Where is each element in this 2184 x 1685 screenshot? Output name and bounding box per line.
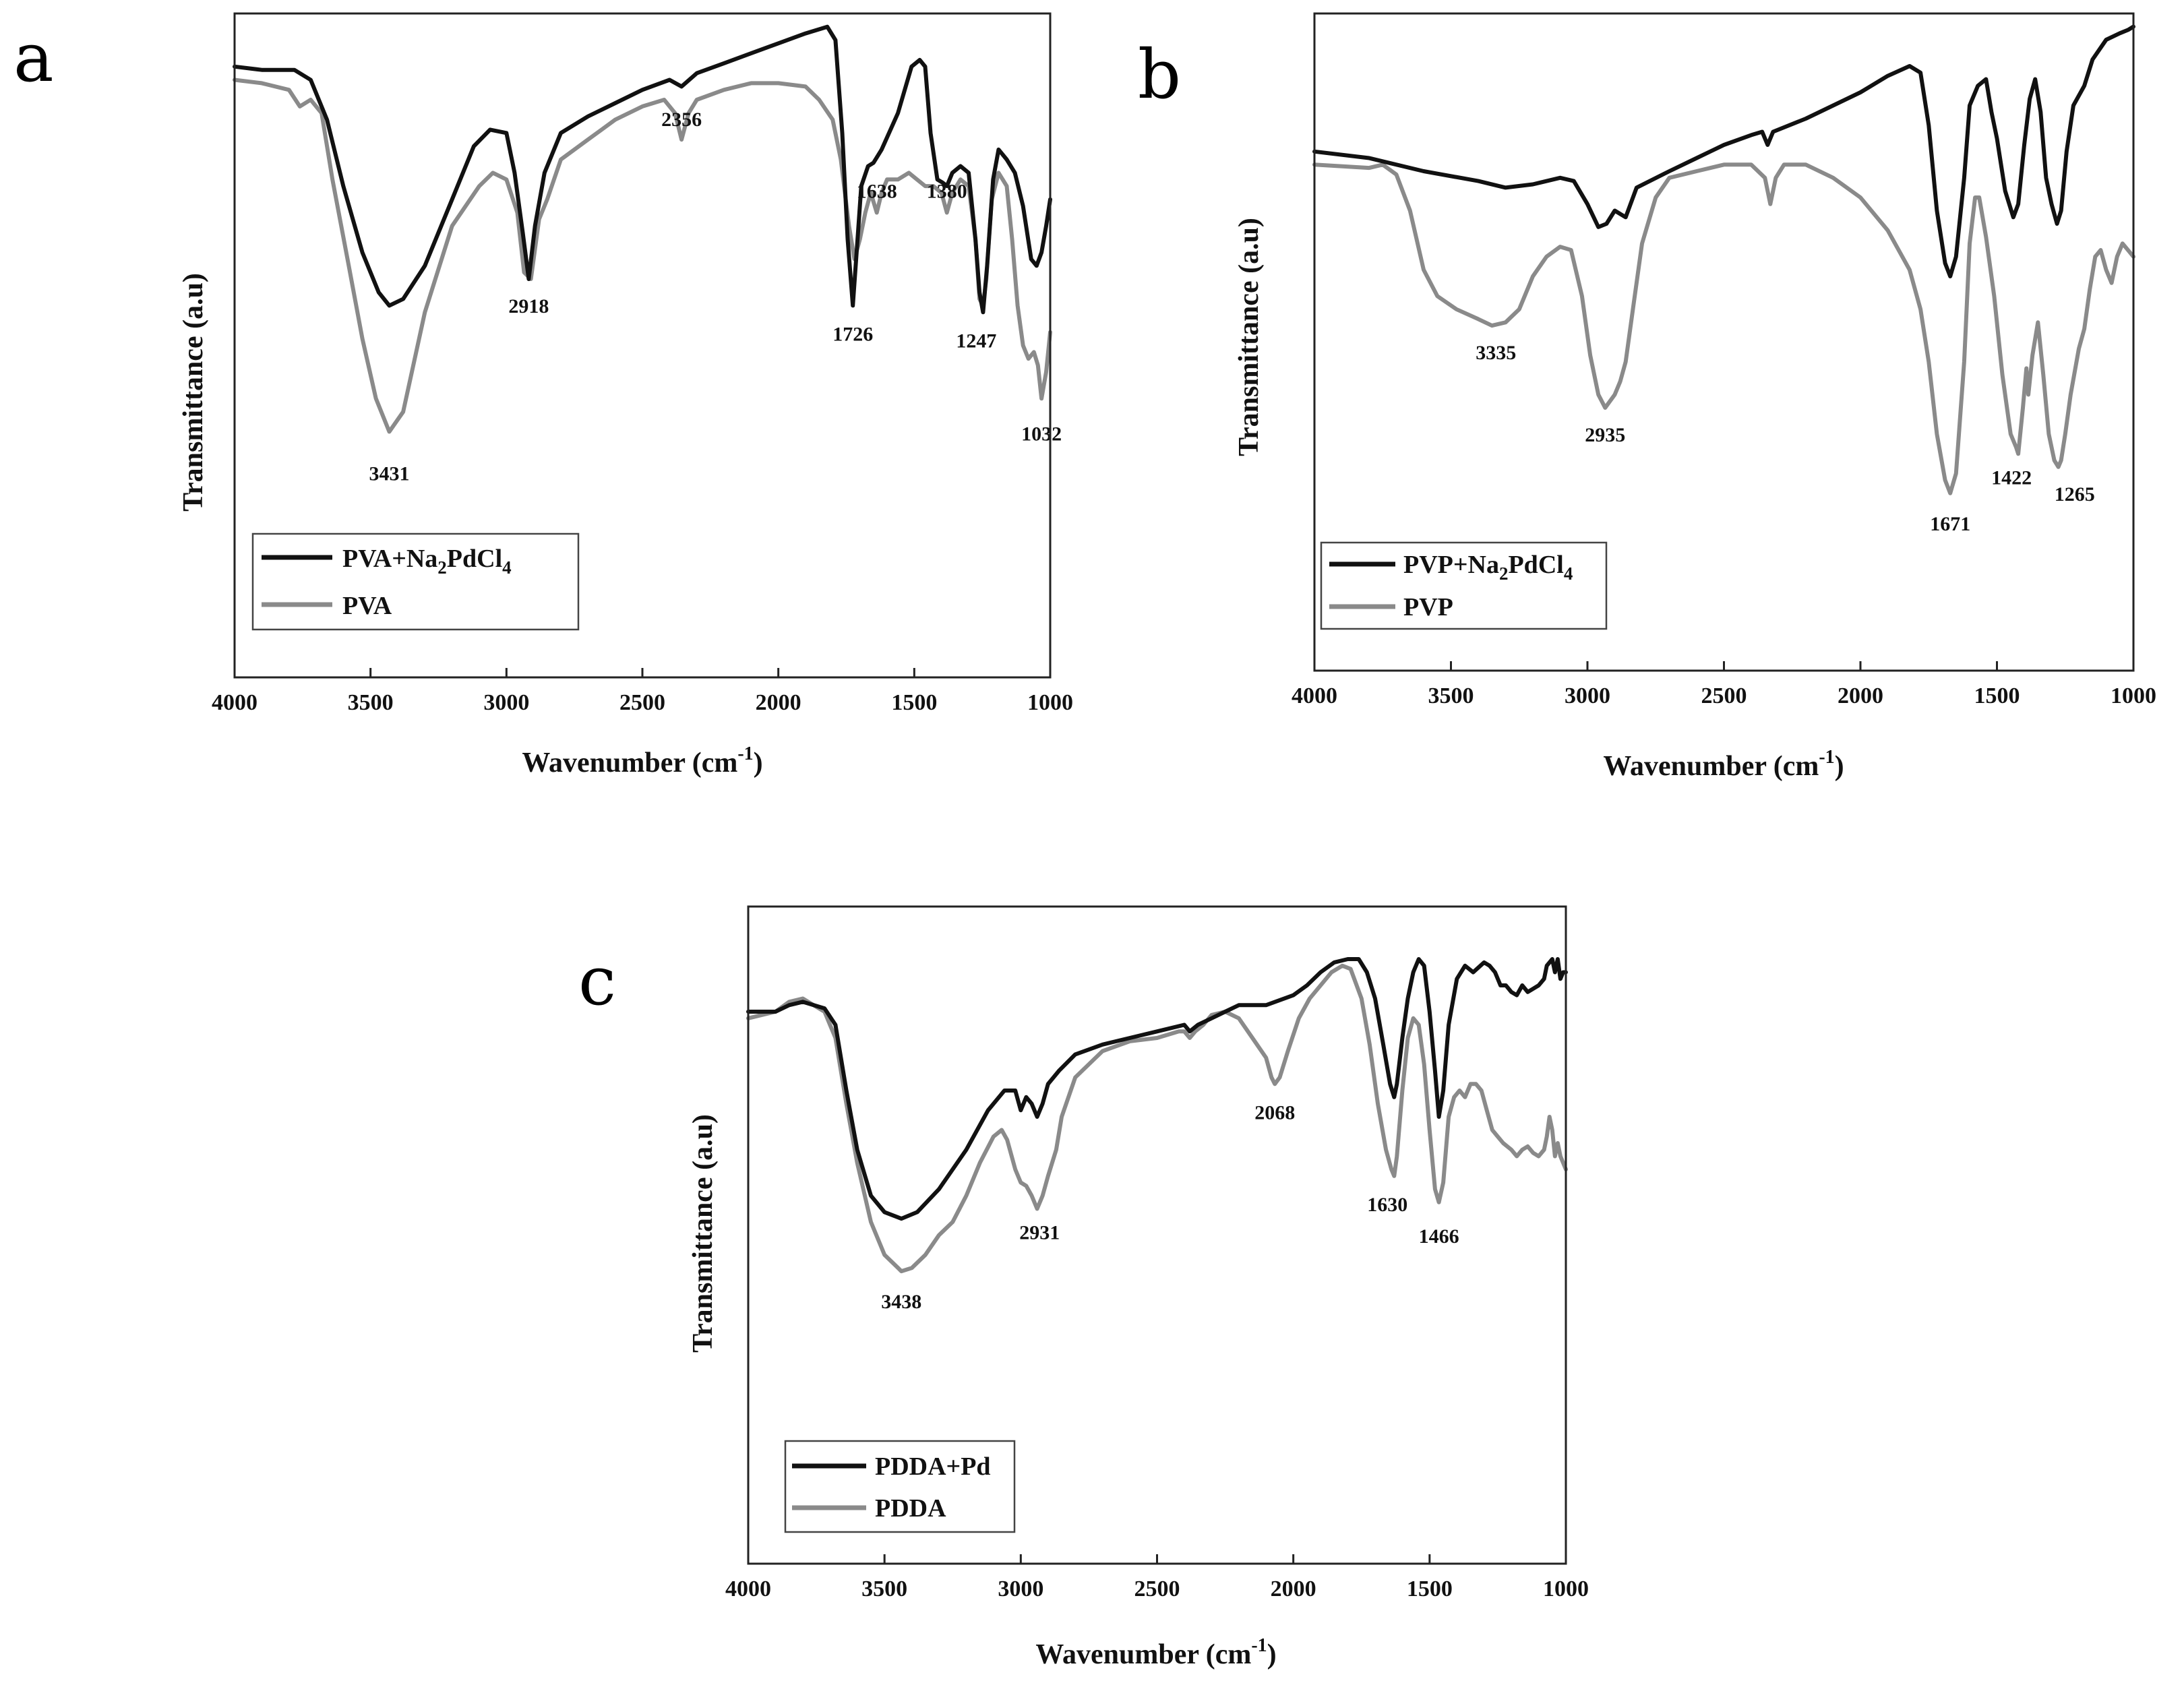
- x-tick-label-2500: 2500: [619, 690, 665, 715]
- peak-label-1380: 1380: [927, 181, 967, 203]
- x-tick-label-1500: 1500: [1974, 683, 2020, 708]
- panel-c: c 3438 2931 2068 1630 1466 4000 3500 3000 2500 2…: [578, 905, 1589, 1670]
- peak-label-1466: 1466: [1419, 1225, 1459, 1248]
- x-tick-label-3500: 3500: [1428, 683, 1474, 708]
- series-line-pdda: [746, 963, 1568, 1274]
- panel-a: a 3431 2918 2356 1726 1638 1380 1247 1032 4000 3…: [13, 12, 1073, 778]
- x-tick-label-1000: 1000: [2111, 683, 2156, 708]
- x-tick-label-1500: 1500: [1407, 1576, 1453, 1601]
- peak-label-1638: 1638: [857, 181, 897, 203]
- panel-letter-b: b: [1138, 35, 1181, 114]
- peak-label-1671: 1671: [1930, 513, 1970, 535]
- legend-label-pva: PVA: [342, 592, 392, 620]
- panel-b: b 3335 2935 1671 1422 1265 4000 3500 3000 2500 2…: [1138, 12, 2156, 782]
- x-tick-label-3000: 3000: [998, 1576, 1043, 1601]
- peak-label-2931: 2931: [1019, 1222, 1060, 1244]
- x-axis-ticks-b: 4000 3500 3000 2500 2000 1500 1000: [1292, 661, 2156, 708]
- legend-a: PVA+Na2PdCl4 PVA: [251, 532, 580, 631]
- x-tick-label-2000: 2000: [1838, 683, 1883, 708]
- legend-label-pvp: PVP: [1403, 593, 1453, 621]
- peak-label-1247: 1247: [956, 330, 996, 352]
- legend-label-pdda-pd: PDDA+Pd: [875, 1452, 991, 1481]
- legend-b: PVP+Na2PdCl4 PVP: [1320, 541, 1608, 630]
- peak-label-2935: 2935: [1585, 424, 1625, 446]
- legend-c: PDDA+Pd PDDA: [784, 1440, 1016, 1533]
- series-line-pva-na2pdcl4: [233, 24, 1052, 315]
- plot-area-a: 3431 2918 2356 1726 1638 1380 1247 1032: [233, 24, 1062, 485]
- x-tick-label-4000: 4000: [725, 1576, 771, 1601]
- panel-letter-c: c: [578, 942, 616, 1020]
- peak-label-1422: 1422: [1991, 466, 2032, 489]
- x-tick-label-1000: 1000: [1543, 1576, 1589, 1601]
- x-axis-label-b: Wavenumber (cm-1): [1603, 747, 1844, 782]
- legend-label-pvp-pd: PVP+Na2PdCl4: [1403, 551, 1573, 584]
- x-tick-label-4000: 4000: [1292, 683, 1337, 708]
- x-tick-label-2000: 2000: [756, 690, 801, 715]
- peak-label-3335: 3335: [1476, 342, 1516, 364]
- legend-box-a: [251, 532, 580, 631]
- x-tick-label-2500: 2500: [1701, 683, 1747, 708]
- x-axis-ticks-a: 4000 3500 3000 2500 2000 1500 1000: [212, 668, 1073, 715]
- legend-box-c: [784, 1440, 1016, 1533]
- x-axis-label-c: Wavenumber (cm-1): [1035, 1635, 1276, 1670]
- peak-label-3431: 3431: [369, 463, 410, 485]
- x-tick-label-3500: 3500: [861, 1576, 907, 1601]
- panel-letter-a: a: [13, 18, 54, 97]
- peak-label-1265: 1265: [2055, 483, 2095, 506]
- plot-area-b: 3335 2935 1671 1422 1265: [1312, 24, 2135, 535]
- x-tick-label-1500: 1500: [891, 690, 937, 715]
- peak-label-2068: 2068: [1254, 1101, 1295, 1124]
- legend-box-b: [1320, 541, 1608, 630]
- peak-label-1032: 1032: [1021, 423, 1062, 445]
- y-axis-label-c: Transmittance (a.u): [688, 1114, 719, 1353]
- y-axis-label-b: Transmittance (a.u): [1234, 218, 1265, 456]
- x-axis-ticks-c: 4000 3500 3000 2500 2000 1500 1000: [725, 1554, 1589, 1601]
- legend-label-pva-pd: PVA+Na2PdCl4: [342, 545, 512, 578]
- x-axis-label-a: Wavenumber (cm-1): [522, 743, 762, 778]
- legend-label-pdda: PDDA: [875, 1494, 946, 1523]
- series-line-pvp: [1312, 162, 2135, 495]
- peak-label-2356: 2356: [661, 109, 702, 131]
- x-tick-label-3500: 3500: [348, 690, 394, 715]
- series-line-pvp-na2pdcl4: [1312, 24, 2135, 278]
- y-axis-label-a: Transmittance (a.u): [178, 273, 209, 512]
- peak-label-1726: 1726: [832, 323, 873, 345]
- series-line-pdda-pd: [746, 957, 1568, 1221]
- x-tick-label-1000: 1000: [1027, 690, 1073, 715]
- x-tick-label-2500: 2500: [1134, 1576, 1180, 1601]
- plot-area-c: 3438 2931 2068 1630 1466: [746, 957, 1568, 1313]
- x-tick-label-4000: 4000: [212, 690, 257, 715]
- x-tick-label-2000: 2000: [1271, 1576, 1316, 1601]
- x-tick-label-3000: 3000: [1565, 683, 1610, 708]
- peak-label-2918: 2918: [508, 295, 549, 317]
- peak-label-3438: 3438: [881, 1291, 921, 1313]
- peak-label-1630: 1630: [1367, 1194, 1407, 1216]
- x-tick-label-3000: 3000: [483, 690, 529, 715]
